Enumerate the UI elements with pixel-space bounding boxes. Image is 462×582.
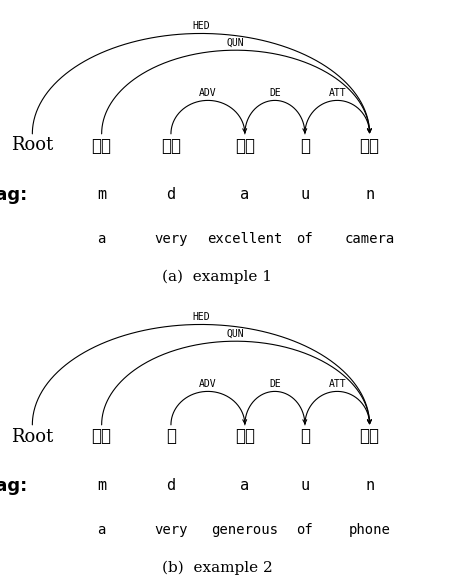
Text: 一款: 一款 xyxy=(91,428,112,445)
Text: very: very xyxy=(154,232,188,246)
Text: HED: HED xyxy=(192,21,210,31)
Text: of: of xyxy=(297,523,313,537)
Text: m: m xyxy=(97,478,106,494)
Text: 相机: 相机 xyxy=(359,137,380,154)
Text: ADV: ADV xyxy=(199,379,217,389)
Text: n: n xyxy=(365,187,374,203)
Text: 大方: 大方 xyxy=(235,428,255,445)
Text: 的: 的 xyxy=(300,137,310,154)
Text: d: d xyxy=(166,187,176,203)
Text: 精致: 精致 xyxy=(235,137,255,154)
Text: ATT: ATT xyxy=(328,88,346,98)
Text: excellent: excellent xyxy=(207,232,283,246)
Text: very: very xyxy=(154,523,188,537)
Text: (b)  example 2: (b) example 2 xyxy=(162,560,273,574)
Text: DE: DE xyxy=(269,379,281,389)
Text: ADV: ADV xyxy=(199,88,217,98)
Text: 的: 的 xyxy=(300,428,310,445)
Text: of: of xyxy=(297,232,313,246)
Text: postag:: postag: xyxy=(0,477,28,495)
Text: postag:: postag: xyxy=(0,186,28,204)
Text: a: a xyxy=(97,232,106,246)
Text: n: n xyxy=(365,478,374,494)
Text: u: u xyxy=(300,187,310,203)
Text: m: m xyxy=(97,187,106,203)
Text: Root: Root xyxy=(11,137,54,154)
Text: u: u xyxy=(300,478,310,494)
Text: ATT: ATT xyxy=(328,379,346,389)
Text: HED: HED xyxy=(192,312,210,322)
Text: 一个: 一个 xyxy=(91,137,112,154)
Text: a: a xyxy=(97,523,106,537)
Text: QUN: QUN xyxy=(227,329,244,339)
Text: phone: phone xyxy=(349,523,390,537)
Text: d: d xyxy=(166,478,176,494)
Text: a: a xyxy=(240,187,249,203)
Text: a: a xyxy=(240,478,249,494)
Text: 手机: 手机 xyxy=(359,428,380,445)
Text: Root: Root xyxy=(11,428,54,445)
Text: generous: generous xyxy=(211,523,279,537)
Text: 很: 很 xyxy=(166,428,176,445)
Text: QUN: QUN xyxy=(227,38,244,48)
Text: camera: camera xyxy=(345,232,395,246)
Text: (a)  example 1: (a) example 1 xyxy=(162,269,272,283)
Text: 非常: 非常 xyxy=(161,137,181,154)
Text: DE: DE xyxy=(269,88,281,98)
